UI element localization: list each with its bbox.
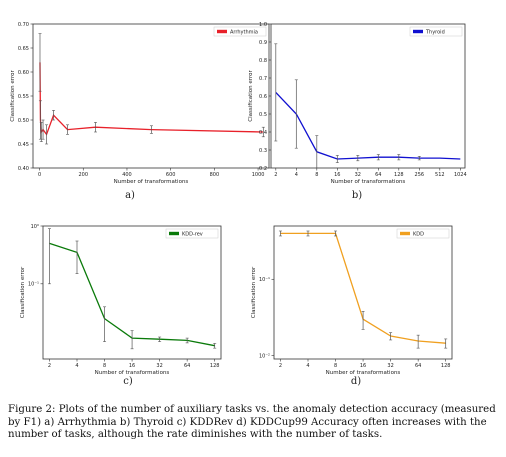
x-tick-label: 32 bbox=[355, 172, 361, 178]
y-axis-label: Classification error bbox=[20, 266, 26, 318]
x-tick-label: 32 bbox=[387, 363, 393, 369]
y-axis-label: Classification error bbox=[251, 266, 257, 318]
chart-panel-kddcup99: 2 4 8 16 32 64 128 10⁻² 10⁻¹ Number of transforma… bbox=[251, 225, 453, 387]
legend-swatch bbox=[413, 29, 423, 34]
series-line bbox=[39, 62, 264, 136]
series-line bbox=[275, 91, 461, 160]
plot-frame bbox=[273, 225, 453, 360]
x-tick-label: 2 bbox=[279, 363, 282, 369]
legend-swatch bbox=[400, 231, 410, 236]
y-tick-label: 0.55 bbox=[18, 94, 29, 100]
y-tick-label: 0.70 bbox=[18, 22, 29, 28]
x-tick-label: 16 bbox=[129, 363, 135, 369]
legend-box bbox=[409, 26, 463, 37]
plot-frame bbox=[32, 23, 270, 169]
y-tick-label: 10⁰ bbox=[31, 224, 39, 230]
subfigure-label: d) bbox=[351, 376, 361, 387]
chart-panel-thyroid: 2 4 8 16 32 64 128 256 512 1024 0.2 0.3 0.4 0.5 0.6 0.7… bbox=[248, 22, 467, 201]
y-tick-label: 10⁻² bbox=[259, 353, 270, 359]
y-tick-label: 10⁻¹ bbox=[259, 277, 270, 283]
x-tick-label: 64 bbox=[375, 172, 381, 178]
y-tick-label: 0.5 bbox=[259, 112, 267, 118]
x-tick-label: 64 bbox=[415, 363, 421, 369]
figure-caption: Figure 2: Plots of the number of auxilia… bbox=[8, 404, 496, 440]
legend-box bbox=[165, 228, 219, 239]
y-tick-label: 0.60 bbox=[18, 70, 29, 76]
y-tick-label: 0.8 bbox=[259, 58, 267, 64]
x-tick-label: 128 bbox=[441, 363, 451, 369]
legend-box bbox=[213, 26, 267, 37]
x-tick-label: 8 bbox=[103, 363, 106, 369]
legend-box bbox=[396, 228, 450, 239]
x-tick-label: 128 bbox=[210, 363, 220, 369]
x-tick-label: 800 bbox=[210, 172, 220, 178]
x-tick-label: 2 bbox=[48, 363, 51, 369]
x-tick-label: 256 bbox=[415, 172, 425, 178]
subfigure-label: b) bbox=[352, 190, 362, 201]
legend-swatch bbox=[169, 231, 179, 236]
legend-label: KDD-rev bbox=[182, 231, 203, 237]
y-tick-label: 0.9 bbox=[259, 40, 267, 46]
x-tick-label: 0 bbox=[38, 172, 41, 178]
x-tick-label: 64 bbox=[184, 363, 190, 369]
y-tick-label: 0.2 bbox=[259, 166, 267, 172]
y-tick-label: 0.45 bbox=[18, 142, 29, 148]
x-tick-label: 32 bbox=[156, 363, 162, 369]
legend-swatch bbox=[217, 29, 227, 34]
chart-panel-kdd-rev: 2 4 8 16 32 64 128 10⁻¹ 10⁰ Number of transformat… bbox=[20, 224, 222, 387]
x-tick-label: 4 bbox=[295, 172, 298, 178]
x-tick-label: 600 bbox=[166, 172, 176, 178]
x-tick-label: 16 bbox=[334, 172, 340, 178]
y-tick-label: 1.0 bbox=[259, 22, 267, 28]
x-tick-label: 400 bbox=[122, 172, 132, 178]
x-tick-label: 2 bbox=[274, 172, 277, 178]
x-tick-label: 200 bbox=[78, 172, 88, 178]
y-tick-label: 0.65 bbox=[18, 46, 29, 52]
y-tick-label: 0.4 bbox=[259, 130, 267, 136]
y-axis-label: Classification error bbox=[10, 70, 16, 122]
figure-canvas: 0 200 400 600 800 1000 0.40 0.45 0.50 0.55 0.60 0.6… bbox=[10, 22, 467, 387]
y-tick-label: 0.40 bbox=[18, 166, 29, 172]
x-tick-label: 4 bbox=[306, 363, 309, 369]
y-tick-label: 0.3 bbox=[259, 148, 267, 154]
x-axis-label: Number of transformations bbox=[331, 179, 406, 185]
x-axis-label: Number of transformations bbox=[95, 370, 170, 376]
plot-frame bbox=[270, 23, 466, 169]
legend-label: Thyroid bbox=[425, 29, 445, 35]
subfigure-label: c) bbox=[123, 376, 133, 387]
x-axis-label: Number of transformations bbox=[114, 179, 189, 185]
y-axis-label: Classification error bbox=[248, 70, 254, 122]
x-tick-label: 1000 bbox=[252, 172, 265, 178]
legend-label: Arrhythmia bbox=[230, 29, 258, 35]
legend-label: KDD bbox=[413, 231, 424, 237]
x-tick-label: 8 bbox=[315, 172, 318, 178]
subfigure-label: a) bbox=[125, 190, 135, 201]
y-tick-label: 0.6 bbox=[259, 94, 267, 100]
y-tick-label: 10⁻¹ bbox=[28, 282, 39, 288]
x-tick-label: 8 bbox=[334, 363, 337, 369]
y-tick-label: 0.50 bbox=[18, 118, 29, 124]
x-tick-label: 4 bbox=[75, 363, 78, 369]
x-tick-label: 16 bbox=[360, 363, 366, 369]
x-tick-label: 1024 bbox=[454, 172, 467, 178]
y-tick-label: 0.7 bbox=[259, 76, 267, 82]
chart-panel-arrhythmia: 0 200 400 600 800 1000 0.40 0.45 0.50 0.55 0.60 0.6… bbox=[10, 22, 270, 201]
x-tick-label: 512 bbox=[435, 172, 445, 178]
x-tick-label: 128 bbox=[394, 172, 404, 178]
x-axis-label: Number of transformations bbox=[326, 370, 401, 376]
